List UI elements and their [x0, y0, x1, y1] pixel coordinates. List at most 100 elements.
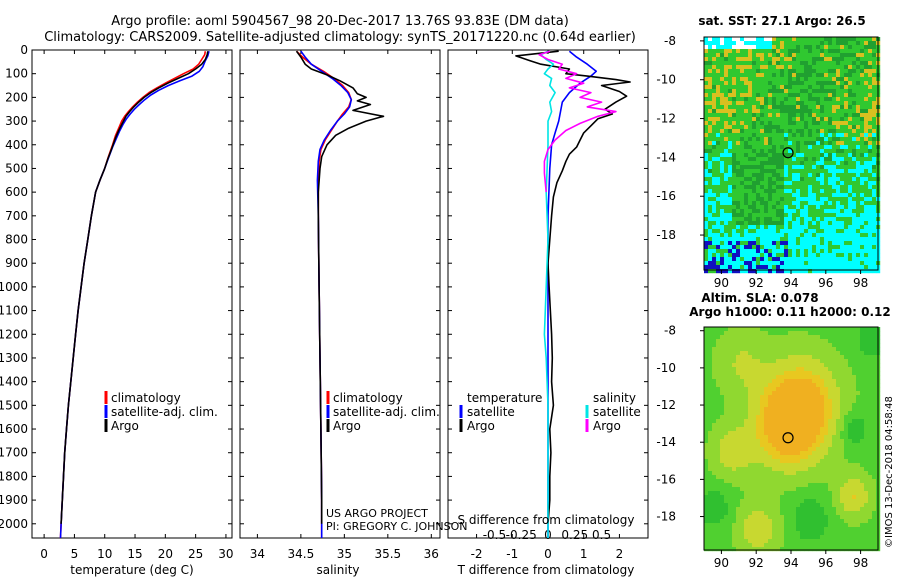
sla-map-cell — [704, 471, 709, 476]
sst-map-cell — [744, 49, 749, 54]
sla-map-cell — [756, 347, 761, 352]
sla-map-cell — [860, 327, 865, 332]
sst-map-cell — [728, 213, 733, 218]
sst-map-cell — [792, 269, 797, 274]
sla-map-cell — [808, 447, 813, 452]
sst-map-cell — [760, 257, 765, 262]
sla-map-cell — [732, 427, 737, 432]
sst-map-cell — [792, 89, 797, 94]
sst-map-cell — [748, 133, 753, 138]
sla-map-cell — [868, 419, 873, 424]
sst-map-cell — [868, 177, 873, 182]
sst-map-cell — [784, 245, 789, 250]
x-tick-label: 10 — [97, 547, 112, 561]
sst-map-cell — [772, 265, 777, 270]
sst-map-cell — [744, 237, 749, 242]
sla-map-cell — [704, 443, 709, 448]
sst-map-cell — [768, 209, 773, 214]
sla-map-cell — [744, 435, 749, 440]
sst-map-cell — [748, 173, 753, 178]
sla-map-cell — [836, 379, 841, 384]
sst-map-cell — [760, 241, 765, 246]
sst-map-cell — [796, 249, 801, 254]
sst-map-cell — [792, 65, 797, 70]
sst-map-cell — [800, 113, 805, 118]
sst-map-cell — [724, 89, 729, 94]
sst-map-cell — [784, 201, 789, 206]
sst-map-cell — [848, 245, 853, 250]
sla-map-cell — [736, 503, 741, 508]
sla-map-cell — [856, 383, 861, 388]
sla-map-cell — [808, 347, 813, 352]
sst-map-cell — [832, 101, 837, 106]
sst-map-cell — [812, 77, 817, 82]
sst-map-cell — [776, 213, 781, 218]
sst-map-cell — [840, 149, 845, 154]
sst-map-cell — [768, 161, 773, 166]
sst-map-cell — [844, 169, 849, 174]
sla-map-cell — [728, 511, 733, 516]
sst-map-cell — [712, 197, 717, 202]
sst-map-cell — [860, 173, 865, 178]
sla-map-cell — [708, 507, 713, 512]
sst-map-cell — [812, 213, 817, 218]
sst-map-cell — [780, 85, 785, 90]
sst-map-cell — [720, 169, 725, 174]
sla-map-cell — [824, 403, 829, 408]
sst-map-cell — [756, 197, 761, 202]
sst-map-cell — [780, 249, 785, 254]
sla-map-cell — [856, 335, 861, 340]
sst-map-cell — [828, 197, 833, 202]
sst-map-cell — [792, 69, 797, 74]
sst-map-cell — [748, 113, 753, 118]
sst-map-cell — [768, 157, 773, 162]
sla-map-cell — [784, 499, 789, 504]
sla-map-cell — [828, 443, 833, 448]
sla-map-cell — [724, 411, 729, 416]
sst-map-cell — [776, 221, 781, 226]
sla-map-cell — [792, 455, 797, 460]
sla-map-cell — [780, 475, 785, 480]
salinity-panel: 34 34.5 35 35.5 36 salinity climatology sate… — [239, 49, 467, 577]
sla-map-cell — [772, 503, 777, 508]
sla-map-cell — [764, 487, 769, 492]
sst-map-cell — [820, 201, 825, 206]
sla-map-cell — [724, 403, 729, 408]
sst-map-cell — [736, 125, 741, 130]
sst-map-cell — [852, 209, 857, 214]
sst-map-cell — [864, 181, 869, 186]
sla-map-cell — [720, 399, 725, 404]
sst-map-cell — [840, 105, 845, 110]
sla-map-cell — [780, 403, 785, 408]
sst-map-cell — [816, 41, 821, 46]
sst-map-cell — [736, 133, 741, 138]
sst-map-cell — [828, 229, 833, 234]
sst-map-cell — [800, 37, 805, 42]
sst-map-cell — [744, 221, 749, 226]
sst-map-cell — [732, 125, 737, 130]
sst-map-cell — [716, 265, 721, 270]
sst-map-cell — [744, 225, 749, 230]
sla-map-cell — [728, 359, 733, 364]
sla-map-cell — [844, 391, 849, 396]
sst-map-cell — [832, 213, 837, 218]
sst-map-cell — [836, 189, 841, 194]
sla-map-cell — [828, 479, 833, 484]
sla-map-cell — [736, 427, 741, 432]
sla-map-cell — [776, 379, 781, 384]
sst-map-cell — [836, 145, 841, 150]
sst-map-cell — [740, 253, 745, 258]
sst-map-cell — [820, 105, 825, 110]
sst-map-cell — [712, 81, 717, 86]
sst-map-cell — [864, 125, 869, 130]
sla-map-cell — [788, 447, 793, 452]
sst-map-cell — [776, 117, 781, 122]
sst-map-cell — [860, 45, 865, 50]
sst-map-cell — [872, 261, 877, 266]
sst-map-cell — [772, 49, 777, 54]
sst-map-cell — [824, 169, 829, 174]
sla-map-cell — [724, 499, 729, 504]
sla-map-cell — [796, 415, 801, 420]
sla-map-cell — [868, 331, 873, 336]
sla-map-cell — [708, 491, 713, 496]
